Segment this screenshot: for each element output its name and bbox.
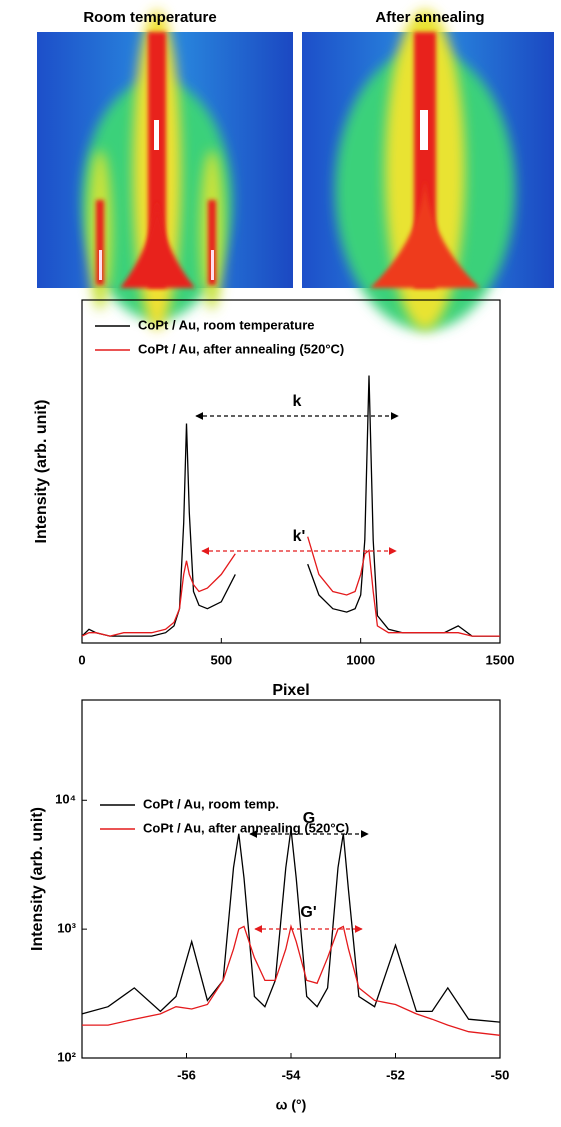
y-tick-label: 10²	[57, 1049, 76, 1064]
x-tick-label: -54	[282, 1067, 302, 1082]
x-axis-label: Pixel	[272, 682, 309, 699]
x-tick-label: -50	[491, 1067, 510, 1082]
series-line	[81, 828, 501, 1023]
series-line	[82, 924, 501, 1036]
y-tick-label: 10⁴	[55, 792, 76, 807]
rheed-room	[37, 10, 293, 330]
image-title: After annealing	[375, 9, 484, 26]
annotation: G'	[300, 904, 316, 921]
annotation: k'	[293, 528, 306, 545]
rheed-annealed	[302, 10, 554, 330]
x-tick-label: -56	[177, 1067, 196, 1082]
y-axis-label: Intensity (arb. unit)	[29, 807, 46, 951]
series-line	[81, 536, 500, 637]
y-axis-label: Intensity (arb. unit)	[33, 400, 50, 544]
annotation: k	[293, 393, 302, 410]
image-title: Room temperature	[83, 9, 216, 26]
legend-label: CoPt / Au, room temperature	[138, 317, 314, 332]
legend-label: CoPt / Au, room temp.	[143, 796, 279, 811]
x-tick-label: -52	[386, 1067, 405, 1082]
legend-label: CoPt / Au, after annealing (520°C)	[143, 820, 349, 835]
y-tick-label: 10³	[57, 921, 76, 936]
annotation: G	[303, 810, 315, 827]
x-tick-label: 0	[78, 652, 85, 667]
x-axis-label: ω (°)	[276, 1097, 307, 1113]
legend-label: CoPt / Au, after annealing (520°C)	[138, 341, 344, 356]
plot-frame	[81, 299, 501, 644]
series-line	[81, 375, 500, 637]
x-tick-label: 500	[210, 652, 232, 667]
x-tick-label: 1500	[486, 652, 515, 667]
x-tick-label: 1000	[346, 652, 375, 667]
